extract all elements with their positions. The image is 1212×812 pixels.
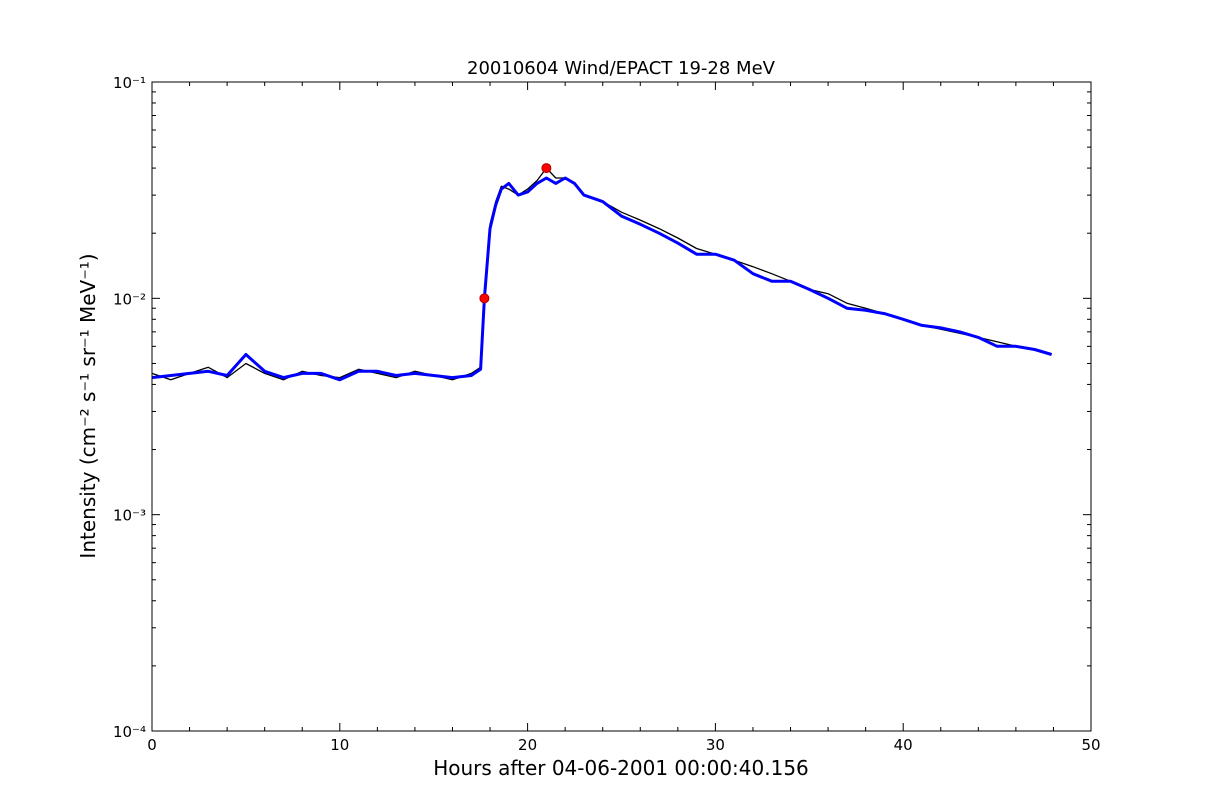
y-tick-label: 10⁻¹: [113, 74, 146, 92]
x-tick-label: 20: [518, 736, 537, 754]
event-marker-2: [541, 163, 552, 174]
x-tick-label: 10: [330, 736, 349, 754]
series-line-smoothed: [151, 176, 1053, 382]
x-tick-label: 30: [706, 736, 725, 754]
plot-area: [151, 81, 1092, 732]
x-tick-label: 0: [147, 736, 157, 754]
y-tick-label: 10⁻⁴: [113, 723, 146, 741]
plot-frame: [151, 81, 1092, 732]
x-tick-label: 40: [894, 736, 913, 754]
axis-ticks: 0 10 20 30 40 50 10⁻⁴ 10⁻³ 10⁻² 10⁻¹: [113, 74, 1101, 754]
event-marker-1: [479, 293, 490, 304]
x-axis-label: Hours after 04-06-2001 00:00:40.156: [433, 756, 809, 780]
chart-title: 20010604 Wind/EPACT 19-28 MeV: [467, 58, 776, 79]
y-tick-label: 10⁻³: [113, 507, 146, 525]
y-tick-label: 10⁻²: [113, 290, 146, 308]
x-tick-label: 50: [1081, 736, 1100, 754]
y-axis-label: Intensity (cm⁻² s⁻¹ sr⁻¹ MeV⁻¹): [76, 253, 100, 558]
